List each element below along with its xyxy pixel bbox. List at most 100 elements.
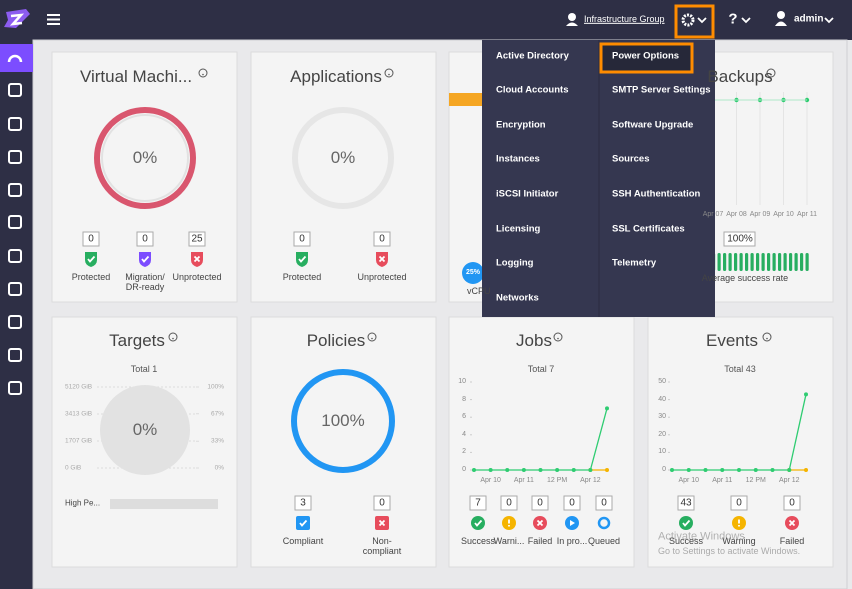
group-link[interactable]: Infrastructure Group <box>584 13 665 24</box>
data-point <box>555 468 560 472</box>
y2-tick-label: 67% <box>210 409 224 417</box>
menu-item-active <box>600 43 693 73</box>
rate-bar <box>805 253 809 271</box>
widget-title: Jobs <box>516 331 552 351</box>
menu-item[interactable]: Networks <box>496 292 539 304</box>
target-name: High Pe... <box>65 498 101 508</box>
menu-item[interactable]: SMTP Server Settings <box>612 84 711 96</box>
count-box <box>500 495 518 511</box>
glyph <box>378 519 386 527</box>
menu-item[interactable]: SSH Authentication <box>612 188 701 200</box>
x-tick-label: Apr 10 <box>773 210 794 218</box>
help-icon[interactable] <box>553 332 563 342</box>
data-point <box>770 468 775 472</box>
count-label: Warni... <box>493 536 525 546</box>
menu-item[interactable]: Encryption <box>496 119 546 131</box>
y-tick-label: 3413 GiB <box>65 410 93 418</box>
x-tick-label: 12 PM <box>745 476 766 484</box>
help-icon[interactable] <box>762 332 772 342</box>
sidebar-icon[interactable] <box>8 117 22 131</box>
menu-toggle[interactable] <box>47 14 60 25</box>
x-tick-label: 12 PM <box>547 476 568 484</box>
glyph <box>682 519 691 527</box>
count-value: 0 <box>379 233 385 245</box>
menu-item[interactable]: Sources <box>612 153 650 165</box>
menu-item[interactable]: Software Upgrade <box>612 119 694 131</box>
glyph <box>788 519 796 527</box>
count-value: 0 <box>142 233 148 245</box>
help-button[interactable]: ? <box>728 10 738 28</box>
menu-item[interactable]: Licensing <box>496 223 541 235</box>
ring-value: 0% <box>132 148 158 168</box>
widget-title: Policies <box>306 331 366 351</box>
y-tick-label: 10 <box>658 448 666 456</box>
widget-card <box>250 316 437 568</box>
total: Total 7 <box>527 363 555 374</box>
badge-value: 25% <box>465 268 481 276</box>
count-value: 43 <box>680 497 692 509</box>
count-value: 3 <box>300 497 306 509</box>
count-label: Compliant <box>282 536 324 546</box>
settings-button[interactable] <box>674 4 715 39</box>
help-icon[interactable] <box>367 332 377 342</box>
sidebar-icon[interactable] <box>8 315 22 329</box>
data-point <box>737 468 741 472</box>
rate-bar <box>750 253 754 271</box>
sidebar-icon[interactable] <box>8 381 22 395</box>
count-label: In pro... <box>556 536 588 546</box>
ring-inner <box>101 114 189 202</box>
menu-item[interactable]: Power Options <box>612 50 680 62</box>
widget-title: Applications <box>290 67 382 87</box>
sidebar-icon[interactable] <box>8 183 22 197</box>
help-icon[interactable] <box>168 332 178 342</box>
glyph <box>378 255 386 263</box>
menu-item[interactable]: SSL Certificates <box>612 223 685 235</box>
count-box <box>531 495 549 511</box>
sidebar-icon[interactable] <box>8 215 22 229</box>
y-tick-label: 2 <box>462 448 466 456</box>
ring <box>291 369 395 473</box>
glyph <box>570 520 575 526</box>
count-box <box>136 231 154 247</box>
status-icon <box>471 516 485 530</box>
capacity-bar <box>110 499 218 509</box>
sidebar-icon[interactable] <box>8 348 22 362</box>
help-icon[interactable] <box>198 68 208 78</box>
y2-tick-label: 33% <box>210 437 224 445</box>
sidebar <box>0 40 33 589</box>
count-label: Failed <box>527 536 553 546</box>
x-tick-label: Apr 11 <box>513 476 534 484</box>
count-box <box>783 495 801 511</box>
help-icon[interactable] <box>384 68 394 78</box>
menu-item[interactable]: Logging <box>496 257 534 269</box>
y-tick-label: 4 <box>462 430 466 438</box>
help-icon[interactable] <box>766 68 776 78</box>
menu-item[interactable]: Active Directory <box>496 50 569 62</box>
x-tick-label: Apr 12 <box>778 476 800 484</box>
menu-item[interactable]: Instances <box>496 153 540 165</box>
count-box <box>677 495 695 511</box>
sidebar-icon[interactable] <box>8 249 22 263</box>
status-icon <box>679 516 693 530</box>
count-box <box>563 495 581 511</box>
count-label: Migration/ DR-ready <box>125 272 165 293</box>
count-label: Non-compliant <box>362 536 402 557</box>
data-point <box>787 468 792 472</box>
user-menu[interactable]: admin <box>794 13 824 25</box>
sidebar-icon[interactable] <box>8 83 22 97</box>
menu-item[interactable]: Telemetry <box>612 257 657 269</box>
sidebar-icon[interactable] <box>7 54 23 63</box>
watermark-text: Go to Settings to activate Windows. <box>658 545 801 556</box>
count-value: 0 <box>299 233 305 245</box>
status-icon <box>597 516 611 530</box>
menu-item[interactable]: iSCSI Initiator <box>496 188 559 200</box>
sidebar-icon[interactable] <box>8 150 22 164</box>
data-point <box>670 468 674 472</box>
data-point <box>720 468 725 472</box>
glyph <box>299 519 308 527</box>
sidebar-icon[interactable] <box>8 282 22 296</box>
menu-item[interactable]: Cloud Accounts <box>496 84 569 96</box>
data-point <box>505 468 510 472</box>
y-tick-label: 10 <box>458 377 466 385</box>
